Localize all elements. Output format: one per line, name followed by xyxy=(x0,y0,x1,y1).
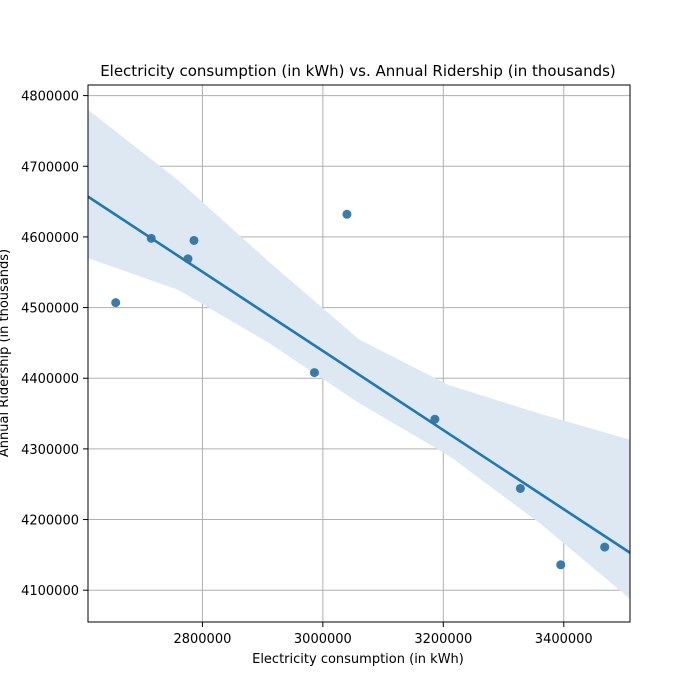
plot-frame xyxy=(87,84,631,623)
grid xyxy=(88,85,630,622)
y-tick-label: 4700000 xyxy=(21,160,79,175)
y-axis-label: Annual Ridership (in thousands) xyxy=(0,249,12,457)
data-point xyxy=(146,233,156,243)
x-axis-ticks: 2800000 3000000 3200000 3400000 xyxy=(173,622,593,647)
y-axis-ticks: 4100000 4200000 4300000 4400000 4500000 46000… xyxy=(21,90,88,599)
data-point xyxy=(600,542,610,552)
y-tick-label: 4300000 xyxy=(21,443,79,458)
data-points xyxy=(111,209,610,570)
x-tick-label: 2800000 xyxy=(173,632,231,647)
regression-line xyxy=(87,195,631,554)
x-tick-label: 3200000 xyxy=(414,632,472,647)
y-tick-label: 4400000 xyxy=(21,372,79,387)
data-point xyxy=(309,368,319,378)
x-tick-label: 3400000 xyxy=(535,632,593,647)
confidence-band xyxy=(88,109,630,599)
data-point xyxy=(189,235,199,245)
data-point xyxy=(342,209,352,219)
chart-title: Electricity consumption (in kWh) vs. Ann… xyxy=(100,62,616,80)
y-tick-label: 4100000 xyxy=(21,584,79,599)
y-tick-label: 4600000 xyxy=(21,231,79,246)
data-point xyxy=(183,254,193,264)
y-tick-label: 4500000 xyxy=(21,302,79,317)
y-tick-label: 4800000 xyxy=(21,90,79,105)
data-point xyxy=(515,483,525,493)
data-point xyxy=(556,560,566,570)
data-point xyxy=(111,298,121,308)
data-point xyxy=(430,414,440,424)
y-tick-label: 4200000 xyxy=(21,514,79,529)
x-tick-label: 3000000 xyxy=(294,632,352,647)
x-axis-label: Electricity consumption (in kWh) xyxy=(252,652,464,667)
